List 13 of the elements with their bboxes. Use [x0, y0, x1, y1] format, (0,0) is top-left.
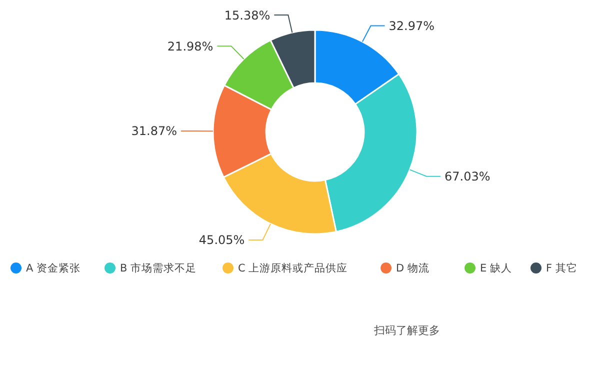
legend-label: D 物流	[396, 262, 430, 275]
legend-label: E 缺人	[480, 262, 512, 275]
data-label: 32.97%	[388, 18, 435, 33]
legend-label: A 资金紧张	[26, 262, 81, 275]
legend-label: B 市场需求不足	[120, 262, 197, 275]
data-label: 15.38%	[224, 8, 270, 22]
legend-label: F 其它	[546, 262, 578, 275]
text: 扫码了解更多	[373, 324, 440, 337]
legend-label: C 上游原料或产品供应	[238, 262, 348, 275]
data-label: 67.03%	[444, 170, 490, 184]
data-label: 21.98%	[167, 39, 214, 54]
data-label: 45.05%	[198, 233, 245, 248]
data-label: 31.87%	[131, 124, 178, 138]
